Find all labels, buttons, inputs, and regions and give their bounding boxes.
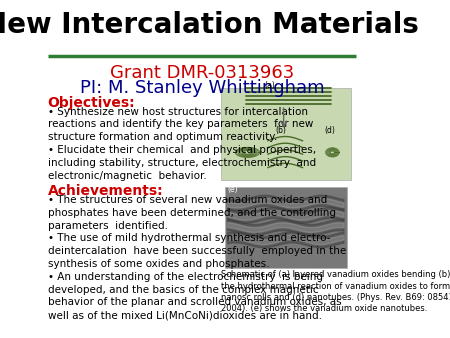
Text: Grant DMR-0313963: Grant DMR-0313963	[110, 64, 294, 82]
Bar	[225, 188, 346, 268]
Bar	[220, 88, 351, 180]
Text: Objectives:: Objectives:	[48, 96, 135, 110]
Text: • Synthesize new host structures for intercalation
reactions and identify the ke: • Synthesize new host structures for int…	[48, 106, 316, 180]
Text: • The structures of several new vanadium oxides and
phosphates have been determi: • The structures of several new vanadium…	[48, 195, 346, 320]
Text: (e): (e)	[227, 185, 238, 194]
Text: Schematic of (a) layered vanadium oxides bending (b) in
the hydrothermal reactio: Schematic of (a) layered vanadium oxides…	[220, 270, 450, 313]
Text: (b): (b)	[276, 125, 287, 135]
Text: New Intercalation Materials: New Intercalation Materials	[0, 10, 419, 39]
Text: Achievements:: Achievements:	[48, 185, 163, 198]
Text: (d): (d)	[324, 125, 335, 135]
Text: (a): (a)	[265, 81, 275, 90]
Text: PI: M. Stanley Whittingham: PI: M. Stanley Whittingham	[80, 79, 324, 97]
